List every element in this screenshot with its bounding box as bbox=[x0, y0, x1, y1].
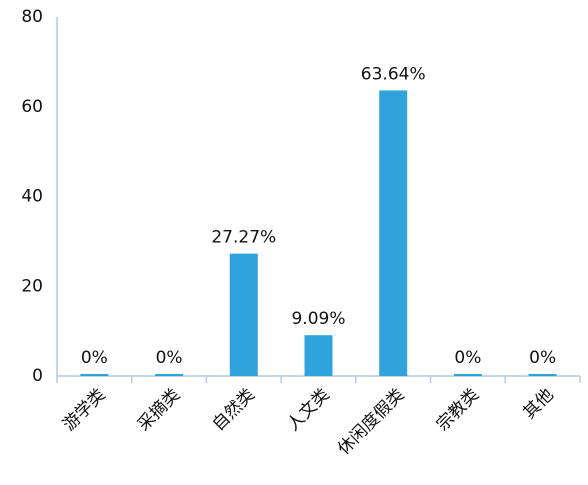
y-tick-label: 0 bbox=[32, 366, 43, 386]
value-label: 0% bbox=[529, 348, 556, 368]
value-label: 9.09% bbox=[291, 309, 345, 329]
bar bbox=[155, 374, 184, 376]
bar bbox=[304, 335, 333, 376]
x-tick-label: 游学类 bbox=[59, 385, 109, 435]
bar bbox=[229, 253, 258, 376]
value-label: 27.27% bbox=[211, 228, 276, 248]
x-tick-label: 采摘类 bbox=[134, 385, 184, 435]
y-tick-label: 60 bbox=[21, 97, 43, 117]
bar bbox=[80, 374, 109, 376]
x-tick-label: 自然类 bbox=[209, 385, 259, 435]
bar bbox=[379, 90, 408, 376]
bar bbox=[453, 374, 482, 376]
x-tick-label: 宗教类 bbox=[433, 385, 483, 435]
value-label: 0% bbox=[454, 348, 481, 368]
x-tick-label: 其他 bbox=[520, 385, 558, 423]
value-label: 0% bbox=[156, 348, 183, 368]
x-tick-label: 人文类 bbox=[283, 385, 333, 435]
y-tick-label: 20 bbox=[21, 276, 43, 296]
value-label: 0% bbox=[81, 348, 108, 368]
y-tick-label: 40 bbox=[21, 187, 43, 207]
bar bbox=[528, 374, 557, 376]
x-tick-label: 休闲度假类 bbox=[334, 385, 408, 459]
value-label: 63.64% bbox=[361, 64, 426, 84]
y-tick-label: 80 bbox=[21, 7, 43, 27]
